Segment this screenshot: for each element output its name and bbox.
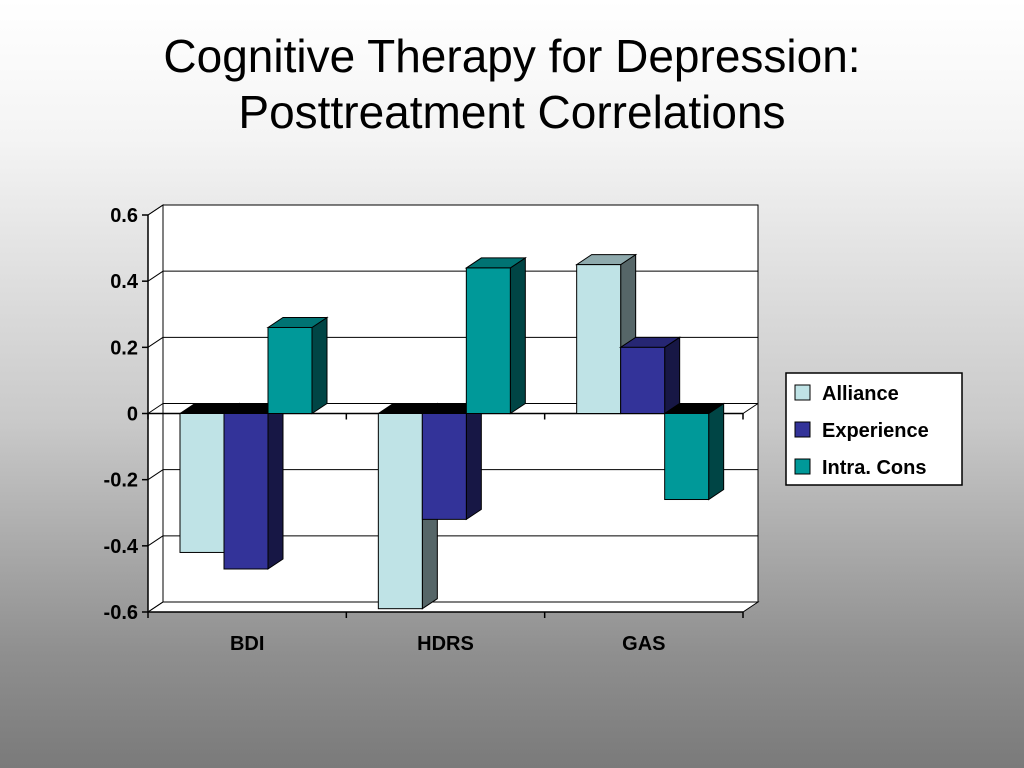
slide-title-line-2: Posttreatment Correlations <box>238 86 786 138</box>
y-tick-label: 0 <box>127 404 138 426</box>
bar-side <box>509 256 526 415</box>
legend-label: Intra. Cons <box>822 457 926 479</box>
gridline-side <box>147 204 164 216</box>
legend-swatch <box>794 421 811 438</box>
gridline-side <box>147 270 164 282</box>
legend-swatch <box>794 384 811 401</box>
y-tick-label: -0.2 <box>104 470 138 492</box>
bar <box>223 413 269 570</box>
bar <box>620 346 666 415</box>
y-tick-label: 0.6 <box>110 205 138 227</box>
gridline-side <box>147 601 164 613</box>
bar <box>664 413 710 501</box>
legend-swatch <box>794 458 811 475</box>
zero-axis-depth <box>742 403 759 414</box>
bar-side <box>465 402 482 521</box>
bar <box>377 413 423 610</box>
y-tick-label: -0.6 <box>104 602 138 624</box>
legend-box <box>785 372 963 486</box>
bar-side <box>664 336 681 415</box>
y-tick-label: 0.4 <box>110 271 139 293</box>
gridline-side <box>147 469 164 481</box>
y-tick-label: 0.2 <box>110 337 138 359</box>
bar-side <box>267 402 284 570</box>
gridline-side <box>147 336 164 348</box>
legend-label: Experience <box>822 420 929 442</box>
slide-title: Cognitive Therapy for Depression: Posttr… <box>0 28 1024 140</box>
bar-side <box>708 402 725 501</box>
bar <box>465 267 511 414</box>
bar <box>179 413 225 553</box>
gridline-side <box>147 535 164 547</box>
x-tick-label: HDRS <box>417 633 474 655</box>
bar <box>576 264 622 414</box>
plot-floor <box>146 601 760 613</box>
bar-side <box>311 316 328 415</box>
y-tick-label: -0.4 <box>104 536 139 558</box>
legend-label: Alliance <box>822 383 899 405</box>
bar <box>421 413 467 520</box>
bar <box>267 326 313 415</box>
gridline-side <box>147 403 164 414</box>
slide-title-line-1: Cognitive Therapy for Depression: <box>163 30 861 82</box>
x-tick-label: BDI <box>230 633 264 655</box>
x-tick-label: GAS <box>622 633 665 655</box>
